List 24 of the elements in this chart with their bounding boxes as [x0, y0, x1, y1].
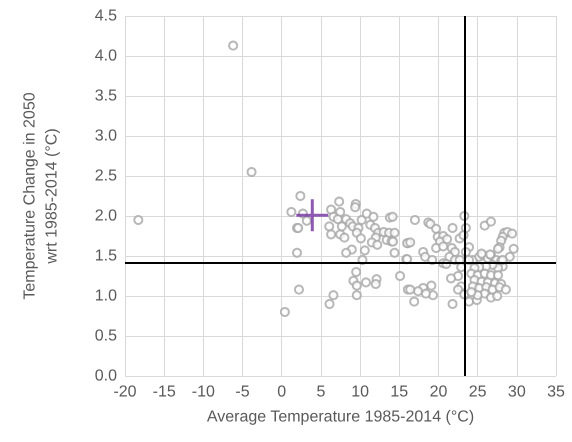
- y-tick-label: 3.0: [94, 128, 118, 144]
- x-tick-label: 30: [508, 384, 526, 400]
- x-tick-label: 10: [351, 384, 370, 400]
- x-tick-label: -20: [113, 384, 137, 400]
- x-tick-label: 35: [547, 384, 565, 400]
- x-tick-label: 20: [430, 384, 448, 400]
- x-tick-label: -5: [235, 384, 250, 400]
- y-tick-label: 4.0: [94, 48, 118, 64]
- x-axis-title: Average Temperature 1985-2014 (°C): [206, 408, 474, 426]
- y-tick-label: 2.5: [94, 168, 118, 184]
- x-tick-label: -15: [152, 384, 176, 400]
- x-tick-label: 5: [316, 384, 326, 400]
- x-tick-label: 0: [277, 384, 286, 400]
- x-tick-label: 15: [390, 384, 408, 400]
- y-tick-label: 0.5: [94, 328, 118, 344]
- y-tick-label: 1.0: [94, 288, 118, 304]
- y-tick-label: 3.5: [94, 88, 118, 104]
- y-tick-label: 4.5: [94, 8, 118, 24]
- x-tick-label: -10: [192, 384, 216, 400]
- y-axis-title: Temperature Change in 2050 wrt 1985-2014 (°C): [22, 92, 60, 300]
- y-tick-label: 0.0: [94, 368, 118, 384]
- y-tick-label: 1.5: [94, 248, 118, 264]
- x-tick-label: 25: [468, 384, 487, 400]
- y-tick-label: 2.0: [94, 208, 118, 224]
